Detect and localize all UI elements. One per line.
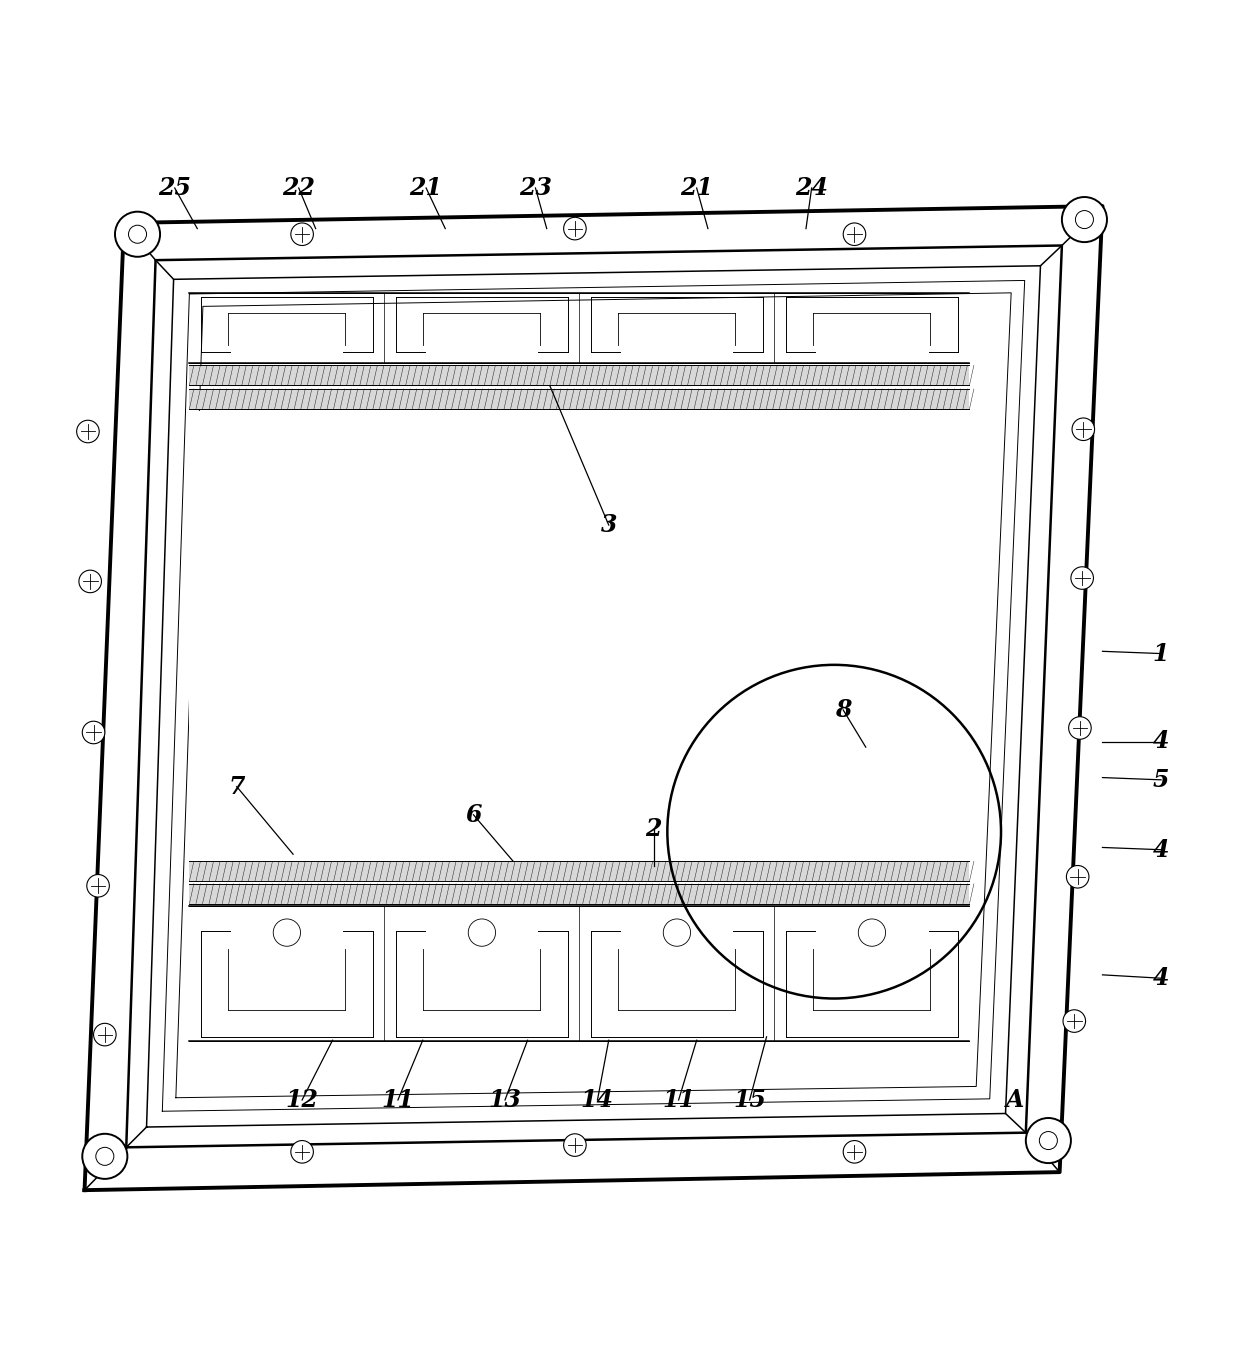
Circle shape bbox=[1071, 567, 1094, 590]
Circle shape bbox=[115, 212, 160, 257]
Text: 2: 2 bbox=[646, 817, 662, 841]
Text: 22: 22 bbox=[283, 177, 315, 200]
Bar bbox=[190, 366, 970, 386]
Circle shape bbox=[858, 919, 885, 946]
Circle shape bbox=[663, 919, 691, 946]
Circle shape bbox=[273, 919, 300, 946]
Circle shape bbox=[564, 1133, 587, 1157]
Circle shape bbox=[77, 420, 99, 443]
Text: 7: 7 bbox=[228, 775, 246, 799]
Circle shape bbox=[79, 571, 102, 593]
Text: 14: 14 bbox=[582, 1089, 614, 1112]
Circle shape bbox=[82, 722, 105, 743]
Text: 15: 15 bbox=[733, 1089, 766, 1112]
Circle shape bbox=[93, 1023, 117, 1046]
Circle shape bbox=[1025, 1118, 1071, 1163]
Text: 3: 3 bbox=[600, 514, 618, 537]
Circle shape bbox=[1063, 1010, 1085, 1033]
Circle shape bbox=[1066, 866, 1089, 887]
Circle shape bbox=[291, 223, 314, 246]
Text: 6: 6 bbox=[465, 803, 481, 826]
Text: 23: 23 bbox=[520, 177, 552, 200]
Text: 8: 8 bbox=[835, 699, 852, 722]
Bar bbox=[190, 389, 970, 409]
Text: 21: 21 bbox=[409, 177, 443, 200]
Text: 4: 4 bbox=[1153, 837, 1169, 862]
Text: 25: 25 bbox=[159, 177, 191, 200]
Circle shape bbox=[291, 1140, 314, 1163]
Bar bbox=[190, 412, 970, 859]
Text: 11: 11 bbox=[382, 1089, 414, 1112]
Circle shape bbox=[1069, 716, 1091, 739]
Text: 1: 1 bbox=[1153, 641, 1169, 666]
Text: 13: 13 bbox=[489, 1089, 522, 1112]
Circle shape bbox=[843, 1140, 866, 1163]
Circle shape bbox=[843, 223, 866, 246]
Text: 12: 12 bbox=[285, 1089, 319, 1112]
Circle shape bbox=[87, 875, 109, 897]
Circle shape bbox=[1061, 197, 1107, 242]
Text: A: A bbox=[1006, 1089, 1024, 1112]
Circle shape bbox=[1073, 419, 1095, 440]
Polygon shape bbox=[84, 207, 1102, 1190]
Text: 4: 4 bbox=[1153, 966, 1169, 991]
Text: 21: 21 bbox=[681, 177, 713, 200]
Circle shape bbox=[564, 217, 587, 241]
Bar bbox=[190, 883, 970, 904]
Circle shape bbox=[82, 1133, 128, 1178]
Text: 24: 24 bbox=[795, 177, 828, 200]
Text: 4: 4 bbox=[1153, 730, 1169, 753]
Circle shape bbox=[469, 919, 496, 946]
Bar bbox=[190, 862, 970, 881]
Text: 5: 5 bbox=[1153, 768, 1169, 792]
Text: 11: 11 bbox=[662, 1089, 696, 1112]
